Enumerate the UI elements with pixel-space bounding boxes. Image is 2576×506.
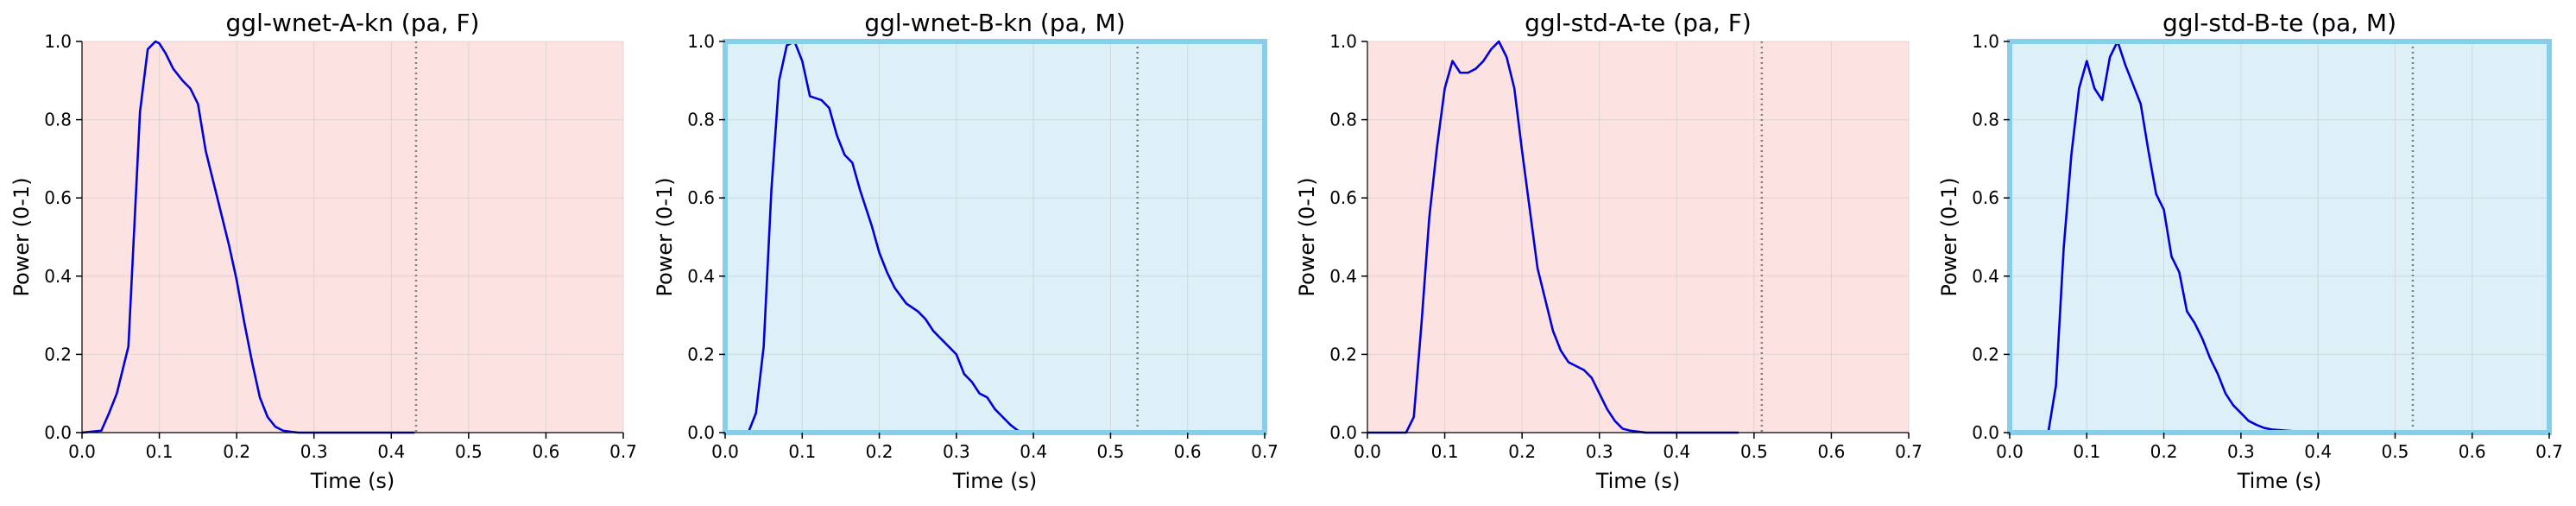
plot-background [82,41,623,433]
x-tick-label: 0.0 [1354,441,1381,462]
y-tick-label: 0.6 [1972,187,1999,208]
x-tick-label: 0.1 [146,441,174,462]
x-tick-label: 0.3 [1586,441,1613,462]
subplot-2: 0.0 0.1 0.2 0.3 0.4 0.5 0.6 0.7 0.0 0.2 0.4 0.6 0.8 1… [653,9,1279,493]
x-tick-label: 0.0 [711,441,739,462]
y-tick-label: 0.8 [44,110,72,130]
x-tick-label: 0.3 [2227,441,2255,462]
y-tick-label: 0.0 [687,422,715,443]
y-tick-label: 0.6 [1329,187,1357,208]
series-line [81,40,415,434]
x-axis-label: Time (s) [2237,469,2322,493]
y-tick-label: 0.8 [687,110,715,130]
x-tick-label: 0.0 [68,441,96,462]
y-tick-label: 0.4 [1329,266,1357,287]
y-tick-label: 0.2 [44,344,72,364]
y-axis-label: Power (0-1) [653,177,677,296]
x-tick-label: 0.7 [609,441,637,462]
x-tick-label: 0.2 [866,441,893,462]
y-axis-label: Power (0-1) [1295,177,1319,296]
y-tick-label: 0.6 [687,187,715,208]
x-tick-label: 0.6 [1174,441,1202,462]
y-tick-label: 0.0 [1972,422,1999,443]
x-tick-label: 0.4 [1663,441,1690,462]
x-tick-label: 0.4 [377,441,405,462]
x-tick-label: 0.6 [1818,441,1846,462]
y-tick-label: 0.2 [1329,344,1357,364]
x-tick-label: 0.5 [1097,441,1125,462]
y-tick-label: 0.8 [1972,110,1999,130]
x-tick-label: 0.7 [1251,441,1279,462]
y-tick-label: 0.0 [44,422,72,443]
y-tick-label: 1.0 [1972,31,1999,52]
plot-background [1367,41,1909,433]
y-tick-label: 0.4 [1972,266,1999,287]
y-axis-label: Power (0-1) [9,177,34,296]
subplot-3: 0.0 0.1 0.2 0.3 0.4 0.5 0.6 0.7 0.0 0.2 0.4 0.6 0.8 1… [1295,9,1923,493]
x-tick-label: 0.5 [2382,441,2409,462]
y-tick-label: 0.4 [687,266,715,287]
x-tick-label: 0.4 [2304,441,2332,462]
chart-title: ggl-std-A-te (pa, F) [1525,9,1752,37]
x-tick-label: 0.2 [2150,441,2178,462]
x-tick-label: 0.6 [533,441,560,462]
y-axis-label: Power (0-1) [1937,177,1961,296]
x-tick-label: 0.2 [1508,441,1536,462]
x-tick-label: 0.5 [1740,441,1768,462]
x-tick-label: 0.5 [455,441,483,462]
plot-background [725,41,1265,433]
y-tick-label: 0.2 [687,344,715,364]
x-tick-label: 0.1 [2073,441,2100,462]
x-axis-label: Time (s) [310,469,395,493]
subplot-1: 0.0 0.1 0.2 0.3 0.4 0.5 0.6 0.7 0.0 0.2 0.4 0.6 0.8 1… [9,9,637,493]
x-axis-label: Time (s) [952,469,1038,493]
x-axis-label: Time (s) [1595,469,1681,493]
x-tick-label: 0.3 [300,441,328,462]
y-tick-label: 0.8 [1329,110,1357,130]
y-tick-label: 0.2 [1972,344,1999,364]
highlight-frame [723,39,1267,435]
x-tick-label: 0.1 [788,441,816,462]
x-tick-label: 0.0 [1996,441,2024,462]
series-line [1367,40,1739,434]
chart-title: ggl-wnet-B-kn (pa, M) [864,9,1125,37]
y-tick-label: 0.0 [1329,422,1357,443]
x-tick-label: 0.6 [2459,441,2486,462]
x-tick-label: 0.2 [223,441,250,462]
chart-title: ggl-std-B-te (pa, M) [2162,9,2396,37]
y-tick-label: 0.6 [44,187,72,208]
x-tick-label: 0.3 [943,441,970,462]
y-tick-label: 1.0 [687,31,715,52]
x-tick-label: 0.7 [1895,441,1923,462]
y-tick-label: 0.4 [44,266,72,287]
highlight-frame [2007,39,2552,435]
x-tick-label: 0.4 [1020,441,1047,462]
y-tick-label: 1.0 [1329,31,1357,52]
subplot-4: 0.0 0.1 0.2 0.3 0.4 0.5 0.6 0.7 0.0 0.2 0.4 0.6 0.8 1… [1937,9,2563,493]
x-tick-label: 0.7 [2535,441,2563,462]
plot-background [2010,41,2549,433]
y-tick-label: 1.0 [44,31,72,52]
series-line [2047,40,2319,434]
chart-title: ggl-wnet-A-kn (pa, F) [226,9,480,37]
x-tick-label: 0.1 [1431,441,1459,462]
